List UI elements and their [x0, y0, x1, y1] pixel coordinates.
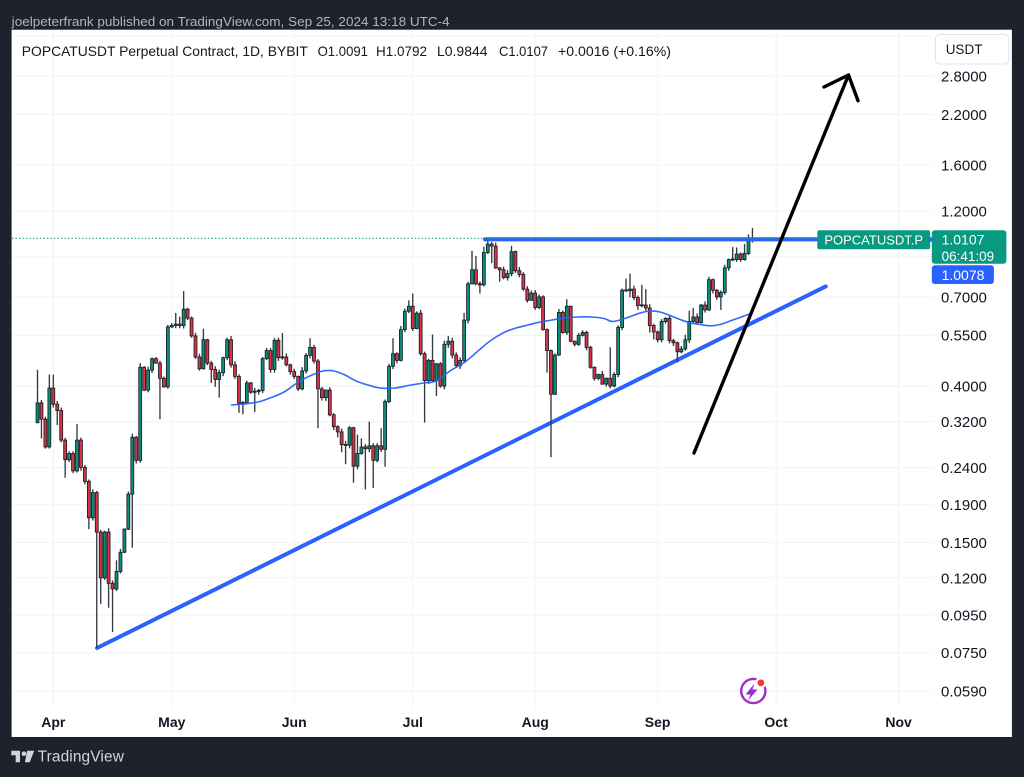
- svg-text:Nov: Nov: [885, 714, 912, 730]
- svg-text:O1.0091: O1.0091: [318, 43, 369, 59]
- svg-text:Jun: Jun: [282, 714, 307, 730]
- svg-text:Oct: Oct: [764, 714, 788, 730]
- svg-text:+0.0016 (+0.16%): +0.0016 (+0.16%): [558, 43, 671, 59]
- svg-text:C1.0107: C1.0107: [499, 43, 548, 59]
- svg-text:Sep: Sep: [645, 714, 671, 730]
- svg-text:1.0078: 1.0078: [942, 267, 985, 283]
- svg-text:Aug: Aug: [522, 714, 549, 730]
- svg-text:1.0107: 1.0107: [942, 232, 985, 248]
- svg-text:USDT: USDT: [946, 42, 983, 57]
- svg-text:POPCATUSDT Perpetual Contract,: POPCATUSDT Perpetual Contract, 1D, BYBIT: [22, 43, 308, 59]
- svg-text:0.2400: 0.2400: [941, 460, 987, 477]
- svg-text:2.2000: 2.2000: [941, 107, 987, 124]
- svg-text:0.1900: 0.1900: [941, 497, 987, 514]
- svg-text:Apr: Apr: [41, 714, 66, 730]
- svg-text:May: May: [158, 714, 185, 730]
- svg-text:Jul: Jul: [403, 714, 423, 730]
- svg-text:2.8000: 2.8000: [941, 68, 987, 85]
- svg-text:joelpeterfrank published on Tr: joelpeterfrank published on TradingView.…: [11, 15, 450, 29]
- svg-text:06:41:09: 06:41:09: [942, 249, 995, 264]
- svg-text:TradingView: TradingView: [38, 748, 125, 765]
- svg-text:0.7000: 0.7000: [941, 289, 987, 306]
- svg-text:0.4000: 0.4000: [941, 379, 987, 396]
- svg-text:0.5500: 0.5500: [941, 328, 987, 345]
- svg-text:1.2000: 1.2000: [941, 203, 987, 220]
- svg-text:H1.0792: H1.0792: [376, 43, 427, 59]
- svg-text:0.1500: 0.1500: [941, 535, 987, 552]
- svg-text:0.0590: 0.0590: [941, 683, 987, 700]
- svg-text:POPCATUSDT.P: POPCATUSDT.P: [824, 232, 923, 247]
- svg-text:0.0750: 0.0750: [941, 645, 987, 662]
- svg-text:0.0950: 0.0950: [941, 608, 987, 625]
- svg-text:0.1200: 0.1200: [941, 570, 987, 587]
- svg-text:1.6000: 1.6000: [941, 158, 987, 175]
- svg-text:0.3200: 0.3200: [941, 414, 987, 431]
- svg-text:L0.9844: L0.9844: [437, 43, 488, 59]
